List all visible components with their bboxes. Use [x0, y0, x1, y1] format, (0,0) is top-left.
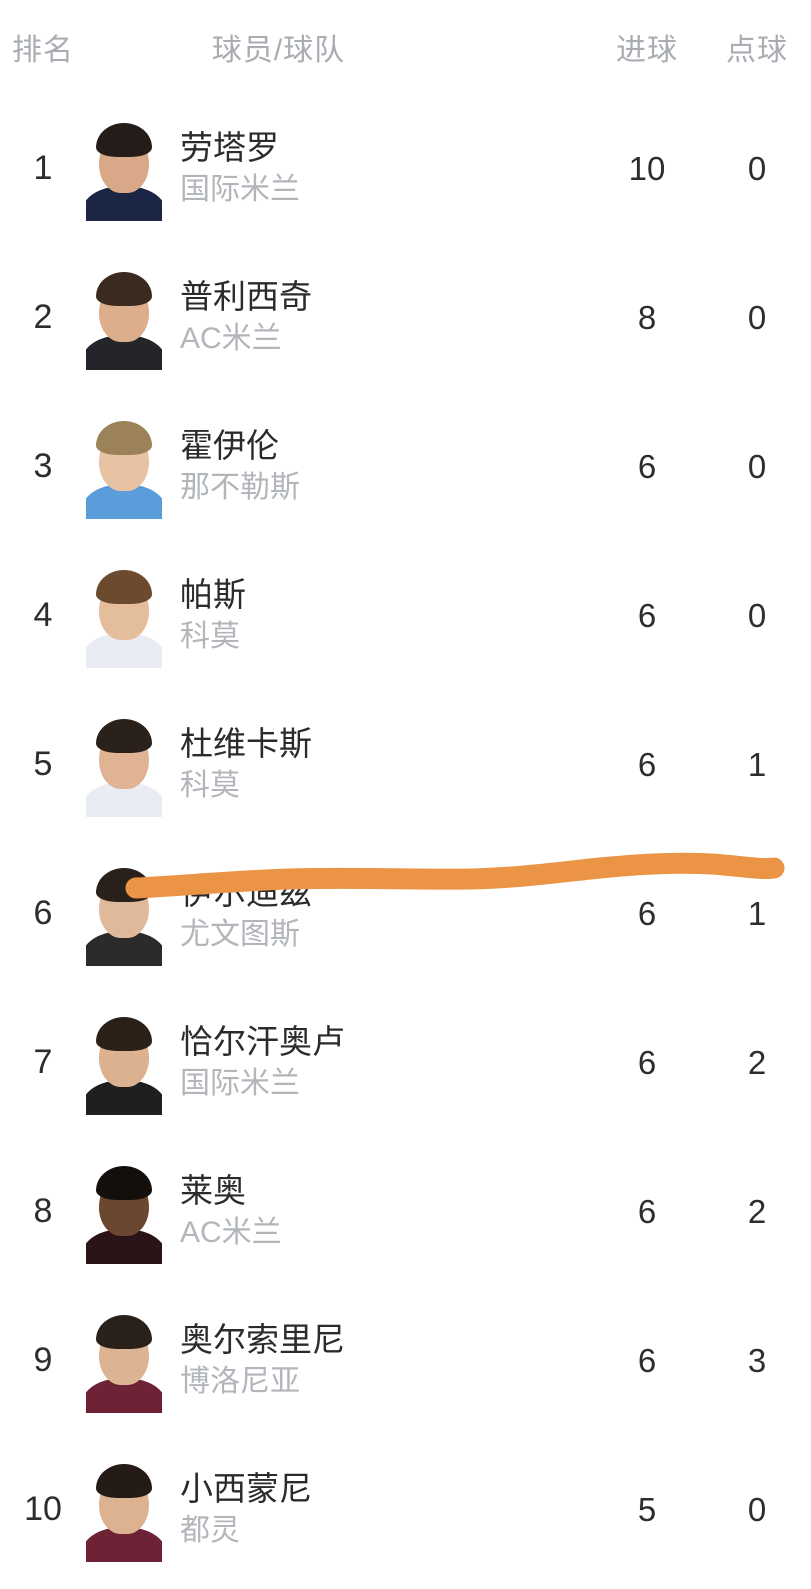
table-row[interactable]: 8 莱奥 AC米兰 6 2 [0, 1137, 811, 1286]
player-name: 伊尔迪兹 [180, 874, 312, 912]
table-row[interactable]: 1 劳塔罗国际米兰 10 0 [0, 94, 811, 243]
goals-value: 10 [628, 149, 666, 187]
table-row[interactable]: 6 伊尔迪兹尤文图斯 6 1 [0, 839, 811, 988]
player-cell[interactable]: 奥尔索里尼 博洛尼亚 [86, 1308, 591, 1413]
goals-value: 6 [637, 894, 657, 932]
rank-value: 10 [24, 1490, 62, 1528]
penalties-value: 2 [747, 1192, 767, 1230]
goals-value: 6 [637, 745, 657, 783]
player-cell[interactable]: 普利西奇 AC米兰 [86, 265, 591, 370]
team-name: AC米兰 [180, 1216, 282, 1250]
player-photo [86, 1308, 162, 1413]
player-names: 伊尔迪兹 尤文图斯 [180, 874, 312, 952]
player-name: 奥尔索里尼 [180, 1321, 345, 1359]
player-names: 普利西奇 AC米兰 [180, 278, 312, 356]
table-row[interactable]: 4 帕斯科莫 6 0 [0, 541, 811, 690]
player-cell[interactable]: 恰尔汗奥卢 国际米兰 [86, 1010, 591, 1115]
table-row[interactable]: 3 霍伊伦那不勒斯 6 0 [0, 392, 811, 541]
penalties-value: 0 [747, 298, 767, 336]
team-name: 科莫 [180, 769, 240, 803]
table-row[interactable]: 9 奥尔索里尼博洛尼亚 6 3 [0, 1286, 811, 1435]
player-photo [86, 1159, 162, 1264]
penalties-value: 0 [747, 1490, 767, 1528]
penalties-value: 1 [747, 894, 767, 932]
team-name: 博洛尼亚 [180, 1365, 300, 1399]
player-photo [86, 861, 162, 966]
column-header-player-team[interactable]: 球员/球队 [211, 34, 346, 67]
penalties-value: 0 [747, 596, 767, 634]
penalties-value: 1 [747, 745, 767, 783]
rank-value: 2 [33, 298, 53, 336]
player-photo [86, 712, 162, 817]
penalties-value: 3 [747, 1341, 767, 1379]
rank-value: 4 [33, 596, 53, 634]
player-photo [86, 265, 162, 370]
column-header-penalties[interactable]: 点球 [726, 34, 788, 67]
player-names: 恰尔汗奥卢 国际米兰 [180, 1023, 345, 1101]
penalties-value: 2 [747, 1043, 767, 1081]
table-row[interactable]: 5 杜维卡斯科莫 6 1 [0, 690, 811, 839]
player-name: 恰尔汗奥卢 [180, 1023, 345, 1061]
goals-value: 6 [637, 447, 657, 485]
rank-value: 8 [33, 1192, 53, 1230]
player-names: 小西蒙尼 都灵 [180, 1470, 312, 1548]
player-name: 莱奥 [180, 1172, 246, 1210]
player-names: 帕斯 科莫 [180, 576, 246, 654]
team-name: 尤文图斯 [180, 918, 300, 952]
team-name: 科莫 [180, 620, 240, 654]
team-name: 都灵 [180, 1514, 240, 1548]
player-photo [86, 116, 162, 221]
rank-value: 7 [33, 1043, 53, 1081]
player-photo [86, 1010, 162, 1115]
table-row[interactable]: 10 小西蒙尼都灵 5 0 [0, 1435, 811, 1584]
player-name: 劳塔罗 [180, 129, 279, 167]
player-names: 劳塔罗 国际米兰 [180, 129, 300, 207]
table-body: 1 劳塔罗 国际米兰 10 0 2 普利西奇 AC米兰 8 0 3 霍伊伦 那不勒斯 6 0 4 帕斯 科莫 6 0 5… [0, 94, 811, 1584]
player-names: 霍伊伦 那不勒斯 [180, 427, 300, 505]
player-names: 杜维卡斯 科莫 [180, 725, 312, 803]
goals-value: 6 [637, 1192, 657, 1230]
penalties-value: 0 [747, 149, 767, 187]
player-cell[interactable]: 莱奥 AC米兰 [86, 1159, 591, 1264]
goals-value: 6 [637, 1043, 657, 1081]
table-row[interactable]: 2 普利西奇 AC米兰 8 0 [0, 243, 811, 392]
rank-value: 5 [33, 745, 53, 783]
penalties-value: 0 [747, 447, 767, 485]
team-name: 国际米兰 [180, 173, 300, 207]
goals-value: 6 [637, 1341, 657, 1379]
goals-value: 5 [637, 1490, 657, 1528]
player-name: 小西蒙尼 [180, 1470, 312, 1508]
team-name: 那不勒斯 [180, 471, 300, 505]
rank-value: 9 [33, 1341, 53, 1379]
column-header-goals[interactable]: 进球 [616, 34, 678, 67]
player-cell[interactable]: 伊尔迪兹 尤文图斯 [86, 861, 591, 966]
player-name: 普利西奇 [180, 278, 312, 316]
player-cell[interactable]: 劳塔罗 国际米兰 [86, 116, 591, 221]
player-name: 帕斯 [180, 576, 246, 614]
player-cell[interactable]: 帕斯 科莫 [86, 563, 591, 668]
player-photo [86, 563, 162, 668]
column-header-rank[interactable]: 排名 [12, 34, 74, 67]
table-row[interactable]: 7 恰尔汗奥卢国际米兰 6 2 [0, 988, 811, 1137]
table-header-row: 排名 球员/球队 进球 点球 [0, 0, 811, 94]
player-names: 奥尔索里尼 博洛尼亚 [180, 1321, 345, 1399]
goals-value: 6 [637, 596, 657, 634]
player-names: 莱奥 AC米兰 [180, 1172, 282, 1250]
player-cell[interactable]: 霍伊伦 那不勒斯 [86, 414, 591, 519]
player-cell[interactable]: 杜维卡斯 科莫 [86, 712, 591, 817]
rank-value: 6 [33, 894, 53, 932]
team-name: AC米兰 [180, 322, 282, 356]
goals-value: 8 [637, 298, 657, 336]
player-photo [86, 1457, 162, 1562]
player-name: 霍伊伦 [180, 427, 279, 465]
rank-value: 1 [33, 149, 53, 187]
team-name: 国际米兰 [180, 1067, 300, 1101]
player-cell[interactable]: 小西蒙尼 都灵 [86, 1457, 591, 1562]
player-photo [86, 414, 162, 519]
player-name: 杜维卡斯 [180, 725, 312, 763]
rank-value: 3 [33, 447, 53, 485]
